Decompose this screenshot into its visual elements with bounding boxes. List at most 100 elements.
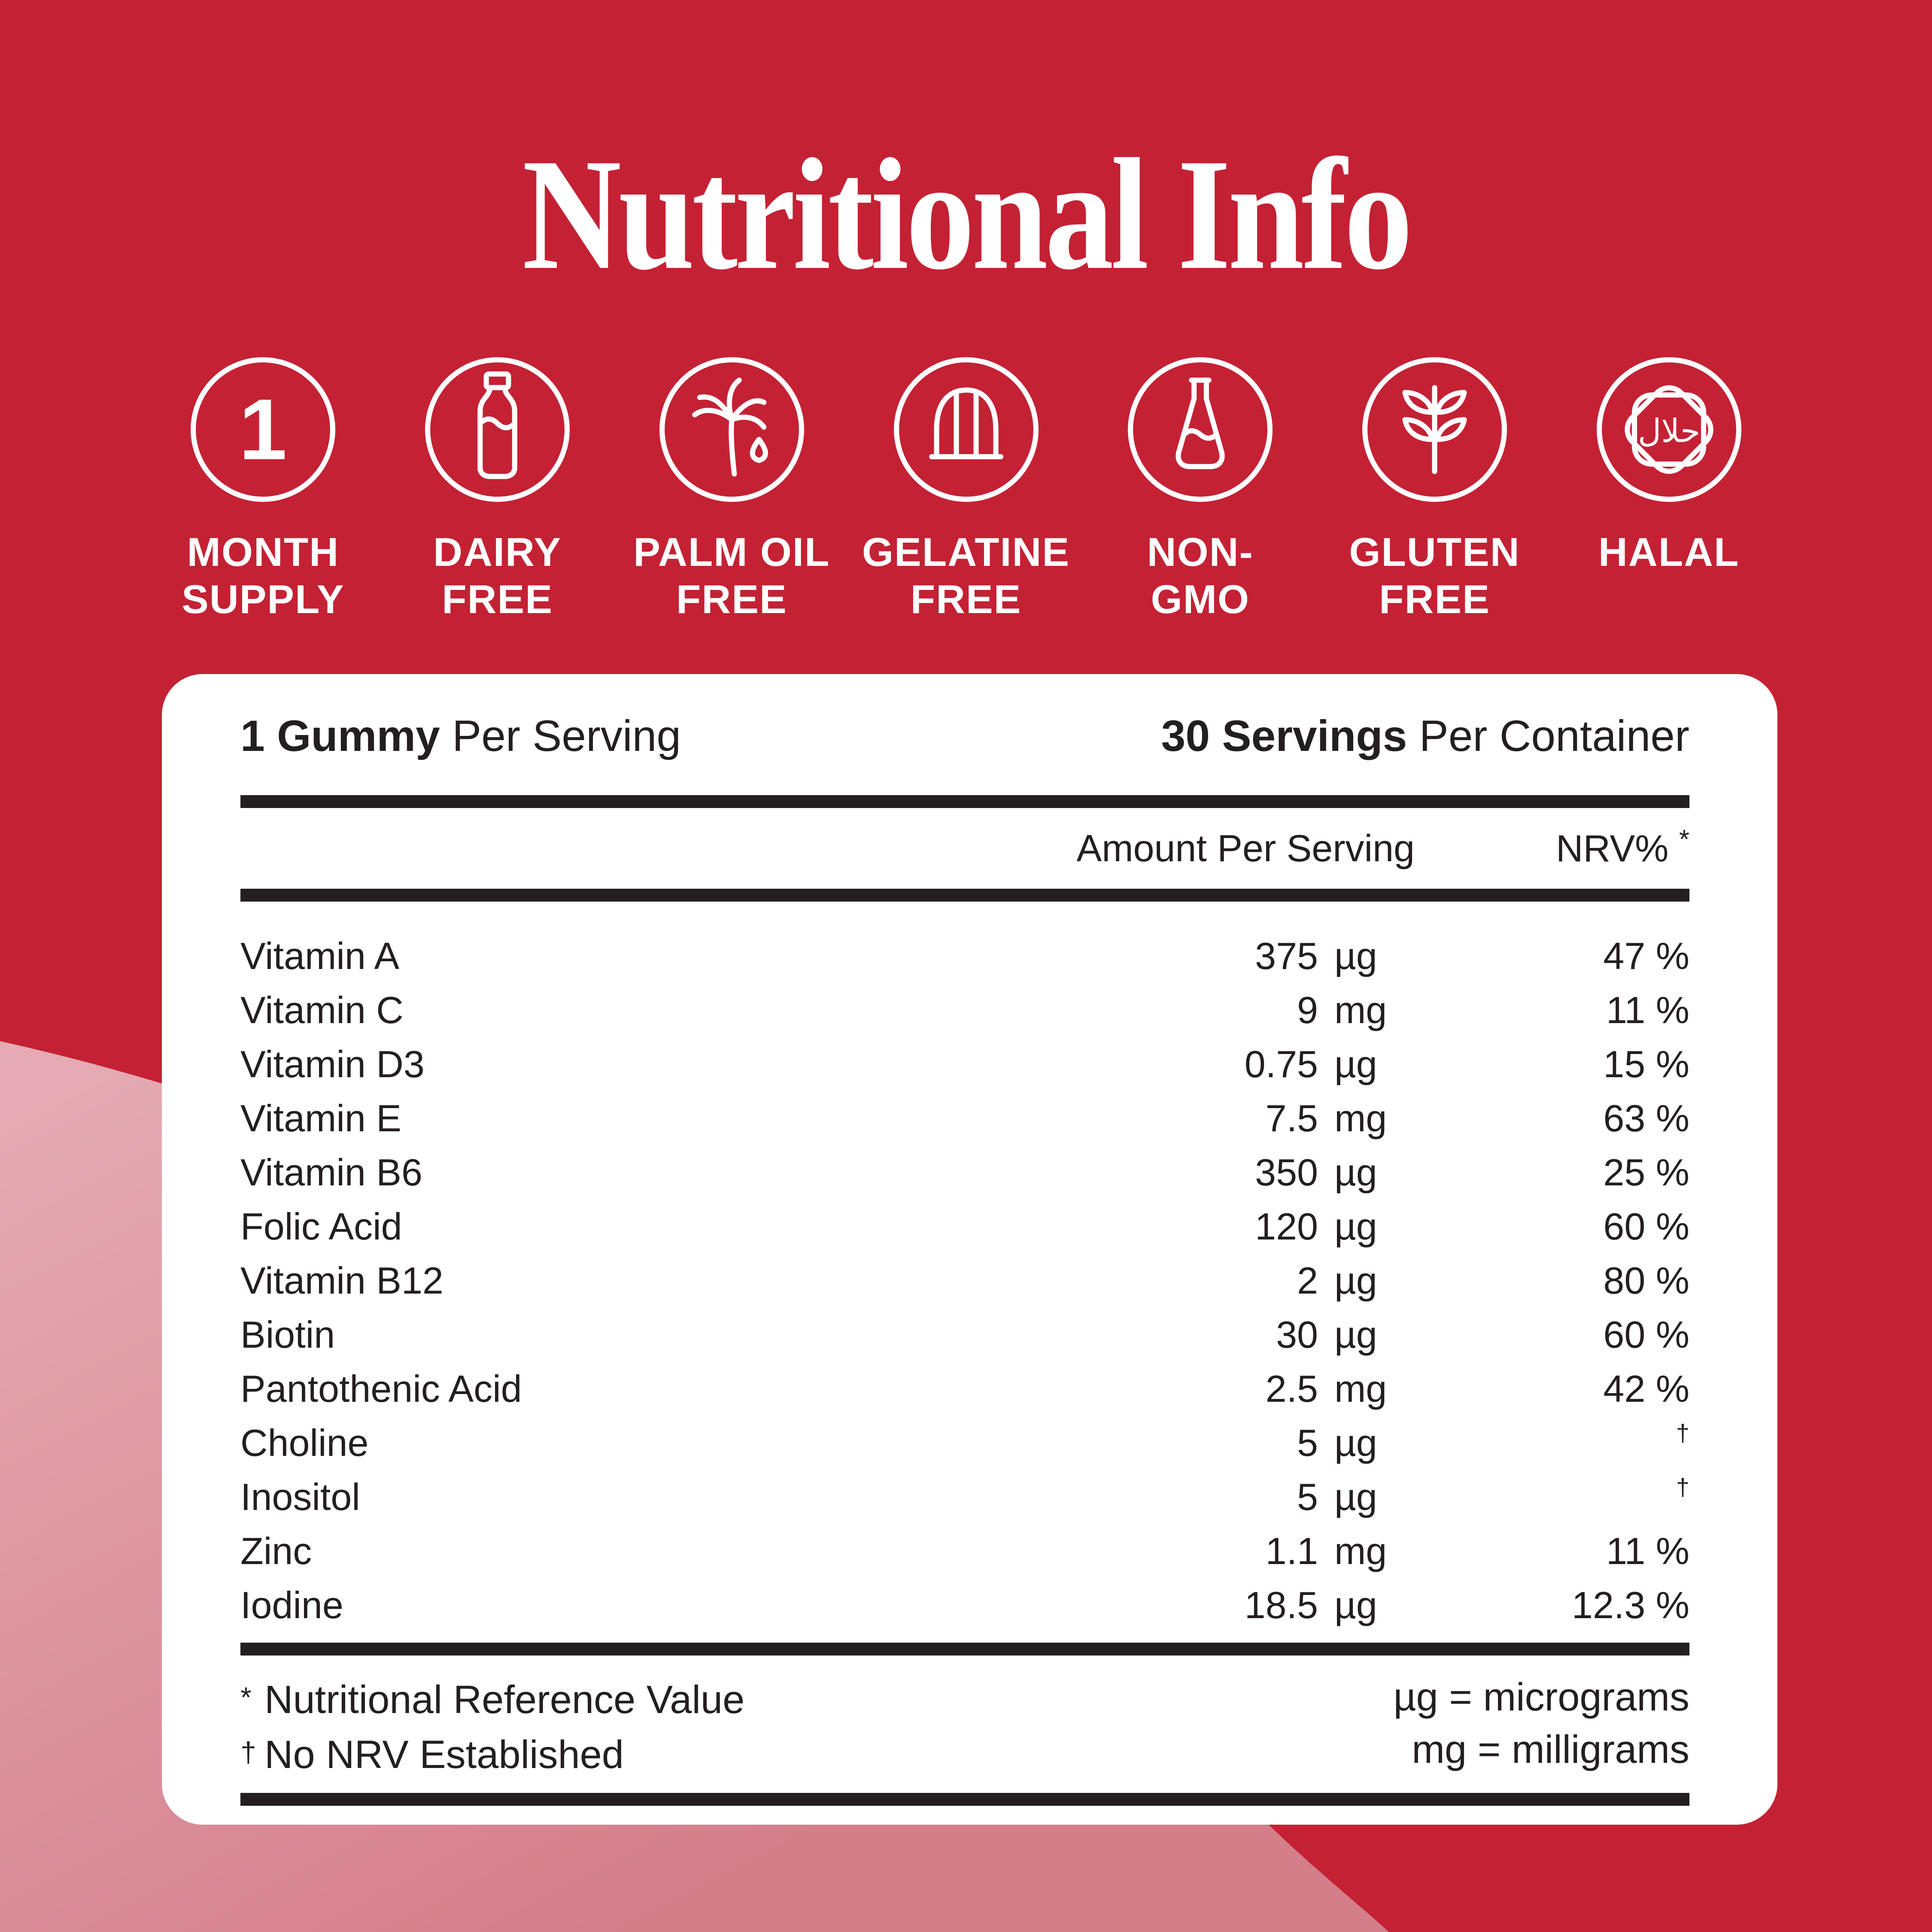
palm-oil-free-icon — [659, 357, 804, 502]
badges-row: 1 MONTH SUPPLY DAIRY FREE PALM OIL FR — [146, 355, 1786, 623]
amount-value: 1.1 — [1265, 1530, 1318, 1573]
unit-legend-micrograms: µg = micrograms — [1393, 1675, 1689, 1719]
amount-value: 0.75 — [1244, 1043, 1318, 1086]
amount-value: 5 — [1297, 1422, 1318, 1464]
amount-cell: 5 µg — [1007, 1421, 1415, 1465]
month-supply-icon: 1 — [191, 357, 336, 502]
badge-label: GELATINE FREE — [862, 529, 1070, 622]
amount-cell: 2 µg — [1007, 1259, 1415, 1303]
nrv-value: 80 % — [1603, 1259, 1689, 1302]
nutrient-name: Choline — [240, 1422, 369, 1464]
amount-value: 2.5 — [1265, 1367, 1318, 1410]
badge-non-gmo: NON- GMO — [1083, 355, 1318, 623]
table-row: Inositol 5 µg † — [240, 1470, 1689, 1524]
badge-month-supply: 1 MONTH SUPPLY — [146, 355, 380, 623]
nrv-value: 60 % — [1603, 1205, 1689, 1248]
nrv-value: † — [1676, 1473, 1689, 1501]
badge-label: HALAL — [1598, 529, 1740, 574]
amount-unit: µg — [1334, 1205, 1377, 1248]
table-row: Vitamin E 7.5 mg 63 % — [240, 1091, 1689, 1145]
nutrient-name: Vitamin D3 — [240, 1043, 425, 1086]
nutrient-name: Biotin — [240, 1313, 335, 1356]
amount-value: 18.5 — [1244, 1584, 1318, 1627]
column-headers: Amount Per Serving NRV% * — [240, 819, 1690, 870]
amount-unit: mg — [1334, 1097, 1387, 1140]
amount-value: 9 — [1297, 989, 1318, 1032]
table-row: Folic Acid 120 µg 60 % — [240, 1200, 1689, 1254]
svg-text:1: 1 — [239, 381, 287, 478]
nutrient-name: Pantothenic Acid — [240, 1367, 522, 1410]
amount-unit: µg — [1334, 1313, 1377, 1356]
table-row: Pantothenic Acid 2.5 mg 42 % — [240, 1362, 1689, 1416]
unit-legend-milligrams: mg = milligrams — [1412, 1728, 1689, 1772]
footnotes: * Nutritional Reference Value † No NRV Est… — [240, 1671, 1689, 1781]
serving-header: 1 Gummy Per Serving 30 Servings Per Cont… — [240, 712, 1689, 760]
footnote-dagger: † No NRV Established — [240, 1733, 624, 1777]
nrv-value: 12.3 % — [1572, 1584, 1689, 1627]
amount-unit: µg — [1334, 1476, 1377, 1519]
nrv-value: † — [1676, 1419, 1689, 1446]
badge-label: MONTH SUPPLY — [182, 529, 345, 622]
divider — [240, 889, 1689, 902]
amount-cell: 1.1 mg — [1007, 1529, 1415, 1573]
nutrient-rows: Vitamin A 375 µg 47 % Vitamin C 9 mg 11 % Vitami… — [240, 929, 1689, 1632]
badge-label: GLUTEN FREE — [1349, 529, 1520, 622]
footnote-definitions: * Nutritional Reference Value † No NRV Est… — [240, 1671, 744, 1781]
table-row: Vitamin C 9 mg 11 % — [240, 983, 1689, 1037]
nrv-value: 11 % — [1606, 989, 1689, 1032]
amount-unit: mg — [1334, 1530, 1387, 1573]
footnote-nrv: * Nutritional Reference Value — [240, 1678, 745, 1722]
amount-value: 120 — [1255, 1205, 1318, 1248]
table-row: Biotin 30 µg 60 % — [240, 1308, 1689, 1362]
unit-legend: µg = micrograms mg = milligrams — [1393, 1671, 1689, 1781]
nrv-value: 42 % — [1603, 1367, 1689, 1410]
table-row: Vitamin A 375 µg 47 % — [240, 929, 1689, 983]
servings-per-container: 30 Servings Per Container — [1161, 711, 1689, 760]
nutrient-name: Inositol — [240, 1476, 360, 1519]
halal-icon: حلال — [1596, 357, 1741, 502]
amount-cell: 30 µg — [1007, 1313, 1415, 1357]
badge-dairy-free: DAIRY FREE — [380, 355, 615, 623]
amount-cell: 9 mg — [1007, 988, 1415, 1032]
amount-column-header: Amount Per Serving — [1076, 827, 1415, 870]
divider — [240, 795, 1689, 808]
amount-cell: 120 µg — [1007, 1205, 1415, 1249]
nutrient-name: Vitamin E — [240, 1097, 401, 1140]
badge-halal: حلال HALAL — [1552, 355, 1786, 623]
amount-cell: 7.5 mg — [1007, 1097, 1415, 1140]
table-row: Zinc 1.1 mg 11 % — [240, 1524, 1689, 1578]
badge-label: PALM OIL FREE — [633, 529, 830, 622]
page-title: Nutritional Info — [522, 126, 1413, 303]
serving-size: 1 Gummy Per Serving — [240, 711, 681, 760]
amount-cell: 5 µg — [1007, 1475, 1415, 1519]
amount-unit: µg — [1334, 1043, 1377, 1086]
nutrient-name: Zinc — [240, 1530, 312, 1573]
nutrient-name: Vitamin A — [240, 935, 400, 978]
nrv-value: 60 % — [1603, 1313, 1689, 1356]
gelatine-free-icon — [893, 357, 1039, 502]
badge-label: NON- GMO — [1147, 529, 1254, 622]
amount-cell: 2.5 mg — [1007, 1367, 1415, 1411]
amount-value: 30 — [1276, 1313, 1318, 1356]
amount-unit: µg — [1334, 1151, 1377, 1194]
nutrition-card: 1 Gummy Per Serving 30 Servings Per Cont… — [162, 674, 1777, 1825]
amount-cell: 18.5 µg — [1007, 1583, 1415, 1627]
nrv-value: 11 % — [1606, 1530, 1689, 1573]
amount-value: 5 — [1297, 1476, 1318, 1519]
amount-unit: µg — [1334, 935, 1377, 978]
nutrient-name: Vitamin B6 — [240, 1151, 422, 1194]
amount-value: 375 — [1255, 935, 1318, 978]
nrv-column-header: NRV% * — [1555, 825, 1689, 870]
amount-unit: µg — [1334, 1584, 1377, 1627]
dairy-free-icon — [425, 357, 570, 502]
non-gmo-icon — [1128, 357, 1273, 502]
badge-label: DAIRY FREE — [433, 529, 562, 622]
badge-gelatine-free: GELATINE FREE — [849, 355, 1083, 623]
svg-text:حلال: حلال — [1638, 412, 1700, 450]
amount-unit: µg — [1334, 1422, 1377, 1464]
nutrient-name: Vitamin B12 — [240, 1259, 444, 1302]
table-row: Choline 5 µg † — [240, 1416, 1689, 1470]
table-row: Iodine 18.5 µg 12.3 % — [240, 1578, 1689, 1632]
amount-unit: mg — [1334, 989, 1387, 1032]
badge-palm-oil-free: PALM OIL FREE — [614, 355, 849, 623]
